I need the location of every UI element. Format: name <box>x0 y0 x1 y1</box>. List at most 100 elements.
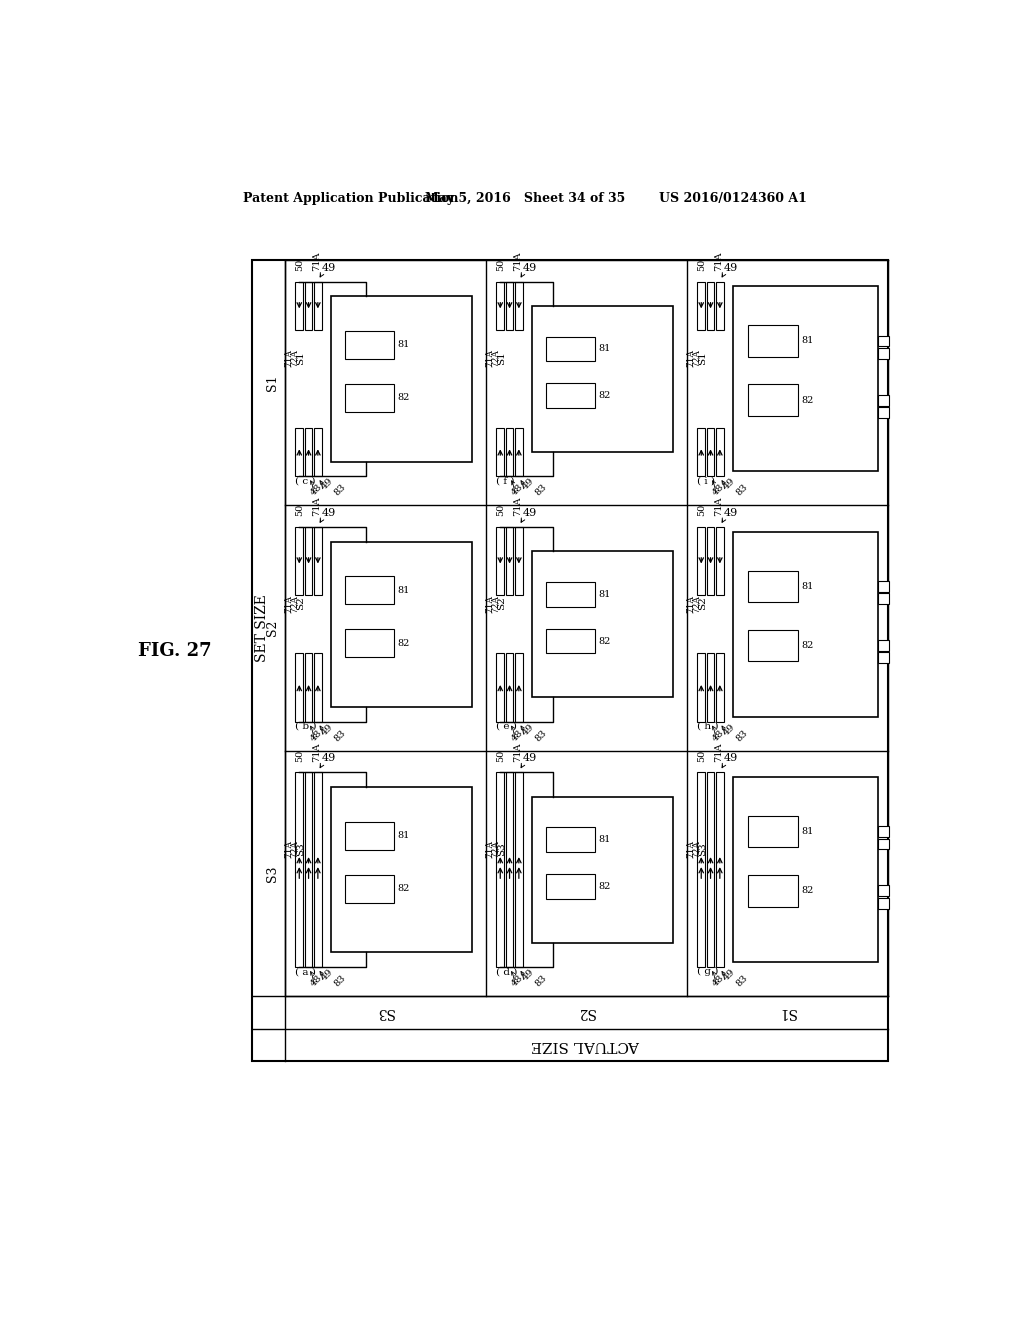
Text: SET SIZE: SET SIZE <box>255 594 269 663</box>
Text: 48: 48 <box>308 727 324 743</box>
Text: ( c ): ( c ) <box>295 477 315 486</box>
Text: 71A: 71A <box>714 251 723 271</box>
Bar <box>748 325 799 356</box>
Text: 83: 83 <box>333 973 348 989</box>
Text: 71A: 71A <box>513 496 522 516</box>
Text: 49: 49 <box>520 477 536 491</box>
Text: S1: S1 <box>778 1006 797 1019</box>
Text: 71A: 71A <box>687 350 695 367</box>
Bar <box>707 653 715 722</box>
Bar <box>879 898 889 908</box>
Text: 50: 50 <box>696 750 706 762</box>
Text: S3: S3 <box>266 865 280 882</box>
Text: 81: 81 <box>397 341 410 350</box>
Bar <box>546 337 595 362</box>
Text: 71A: 71A <box>513 742 522 762</box>
Bar <box>305 281 312 330</box>
Text: 83: 83 <box>333 727 348 743</box>
Text: 48: 48 <box>711 483 726 498</box>
Text: 82: 82 <box>397 884 410 894</box>
Text: 81: 81 <box>802 828 814 837</box>
Text: 72A: 72A <box>492 840 500 858</box>
Bar <box>506 527 513 595</box>
Text: S2: S2 <box>266 620 280 636</box>
Bar <box>707 428 715 477</box>
Text: 49: 49 <box>721 477 736 491</box>
Bar <box>879 640 889 651</box>
Text: 71A: 71A <box>687 840 695 858</box>
Text: 71A: 71A <box>285 840 294 858</box>
Text: 49: 49 <box>322 754 336 763</box>
Text: S1: S1 <box>498 351 506 366</box>
Bar <box>295 527 303 595</box>
Bar <box>716 428 724 477</box>
Bar <box>345 630 394 657</box>
Text: 71A: 71A <box>485 594 495 612</box>
Bar <box>497 527 504 595</box>
Text: 50: 50 <box>295 259 304 271</box>
Bar <box>707 527 715 595</box>
Text: 71A: 71A <box>485 840 495 858</box>
Text: 48: 48 <box>711 973 726 989</box>
Text: 81: 81 <box>598 345 610 354</box>
Bar <box>515 527 522 595</box>
Bar <box>879 581 889 591</box>
Bar <box>515 281 522 330</box>
Text: 49: 49 <box>724 263 738 273</box>
Bar <box>305 772 312 966</box>
Text: 83: 83 <box>734 973 750 989</box>
Text: S2: S2 <box>698 597 708 610</box>
Bar <box>733 777 879 962</box>
Bar <box>305 428 312 477</box>
Text: 50: 50 <box>295 750 304 762</box>
Text: 72A: 72A <box>290 840 299 858</box>
Text: S2: S2 <box>296 597 305 610</box>
Bar <box>506 428 513 477</box>
Bar <box>497 772 504 966</box>
Text: 83: 83 <box>734 727 750 743</box>
Bar <box>331 787 472 952</box>
Text: 82: 82 <box>598 391 610 400</box>
Bar <box>716 653 724 722</box>
Text: 82: 82 <box>802 886 814 895</box>
Bar <box>506 281 513 330</box>
Text: 72A: 72A <box>692 840 701 858</box>
Text: 49: 49 <box>522 754 537 763</box>
Bar <box>331 541 472 708</box>
Text: S3: S3 <box>498 842 506 855</box>
Text: 50: 50 <box>496 750 505 762</box>
Bar <box>879 838 889 850</box>
Text: 71A: 71A <box>312 742 321 762</box>
Text: S3: S3 <box>698 842 708 855</box>
Text: 49: 49 <box>724 508 738 519</box>
Bar <box>879 886 889 896</box>
Bar <box>733 532 879 717</box>
Text: 81: 81 <box>598 836 610 845</box>
Text: S3: S3 <box>296 842 305 855</box>
Text: 71A: 71A <box>714 496 723 516</box>
Bar <box>532 306 673 451</box>
Bar <box>314 428 322 477</box>
Text: 81: 81 <box>397 586 410 595</box>
Text: 81: 81 <box>397 832 410 841</box>
Text: May 5, 2016   Sheet 34 of 35: May 5, 2016 Sheet 34 of 35 <box>425 191 625 205</box>
Text: 49: 49 <box>721 968 736 982</box>
Text: 49: 49 <box>319 722 335 737</box>
Bar <box>733 286 879 471</box>
Bar <box>515 653 522 722</box>
Bar <box>879 395 889 405</box>
Bar <box>295 281 303 330</box>
Text: 71A: 71A <box>513 251 522 271</box>
Bar <box>879 335 889 346</box>
Bar <box>515 772 522 966</box>
Bar <box>716 527 724 595</box>
Bar <box>879 407 889 418</box>
Text: 83: 83 <box>534 483 549 498</box>
Text: 72A: 72A <box>492 350 500 367</box>
Text: 71A: 71A <box>285 350 294 367</box>
Bar <box>252 260 888 1061</box>
Bar <box>497 281 504 330</box>
Bar <box>345 384 394 412</box>
Text: US 2016/0124360 A1: US 2016/0124360 A1 <box>659 191 807 205</box>
Bar <box>345 821 394 850</box>
